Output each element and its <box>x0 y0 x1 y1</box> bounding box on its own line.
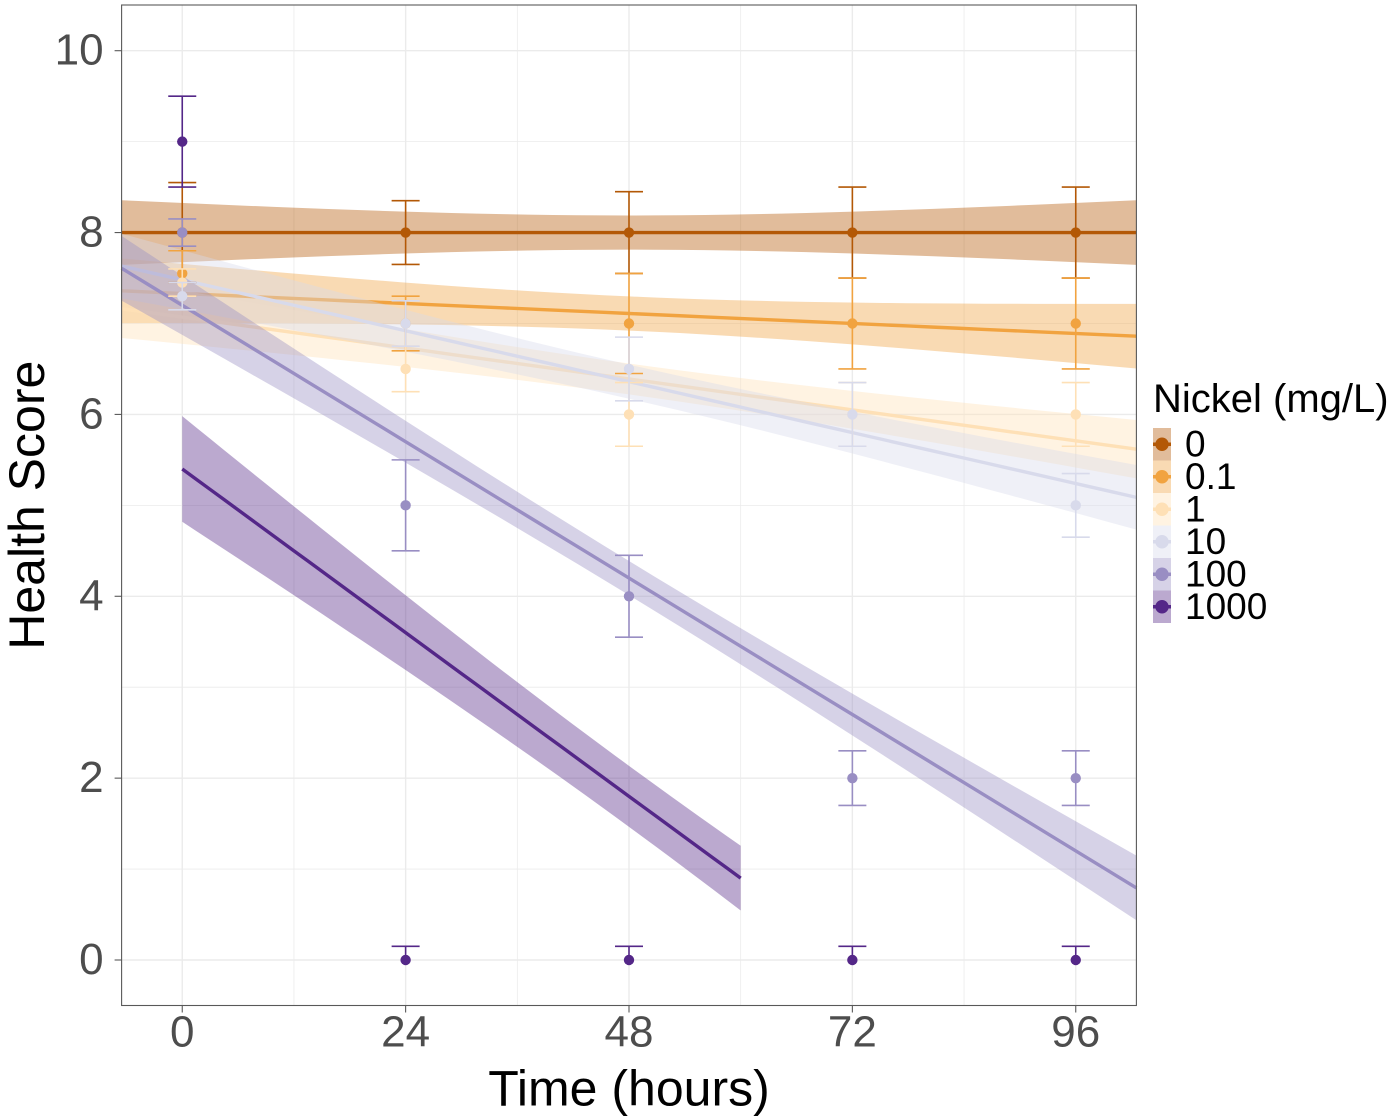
svg-text:8: 8 <box>79 208 103 257</box>
svg-text:4: 4 <box>79 571 103 620</box>
svg-text:10: 10 <box>55 26 104 75</box>
svg-text:72: 72 <box>828 1008 877 1057</box>
svg-text:Health Score: Health Score <box>0 361 55 650</box>
svg-text:6: 6 <box>79 389 103 438</box>
svg-text:96: 96 <box>1051 1008 1100 1057</box>
svg-text:0: 0 <box>79 935 103 984</box>
svg-text:Nickel (mg/L): Nickel (mg/L) <box>1153 377 1389 421</box>
svg-text:48: 48 <box>605 1008 654 1057</box>
svg-text:Time (hours): Time (hours) <box>488 1061 770 1117</box>
svg-text:0: 0 <box>170 1008 194 1057</box>
svg-text:1000: 1000 <box>1185 586 1267 627</box>
svg-text:2: 2 <box>79 753 103 802</box>
svg-text:24: 24 <box>381 1008 430 1057</box>
